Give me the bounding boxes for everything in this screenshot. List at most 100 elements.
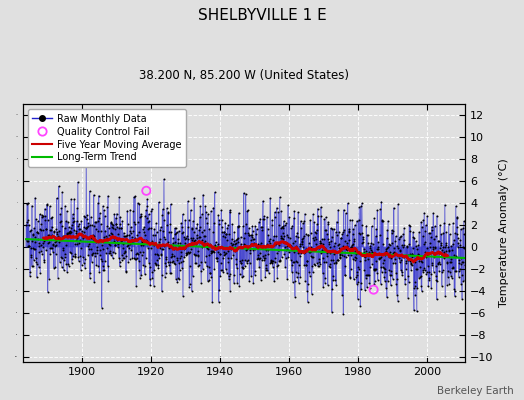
Point (135, 228, 143, 235)
Point (399, 254, 407, 260)
Point (134, 219, 142, 225)
Point (421, 239, 429, 246)
Point (440, 255, 448, 262)
Point (43, 234, 51, 241)
Point (198, 244, 206, 250)
Point (282, 220, 290, 227)
Point (340, 272, 348, 278)
Point (253, 243, 261, 250)
Point (143, 238, 151, 244)
Point (155, 254, 163, 261)
Point (237, 260, 246, 267)
Point (95, 215, 103, 222)
Point (205, 277, 213, 284)
Point (291, 258, 300, 264)
Point (349, 230, 357, 237)
Point (440, 251, 449, 257)
Point (126, 241, 135, 247)
Point (298, 236, 307, 242)
Point (247, 241, 255, 248)
Point (87, 235, 95, 241)
Point (333, 257, 342, 264)
Point (175, 276, 183, 282)
Point (225, 276, 233, 283)
Point (385, 267, 393, 274)
Point (91, 250, 99, 257)
Point (293, 274, 301, 281)
Point (370, 215, 379, 222)
Point (103, 204, 112, 210)
Point (130, 235, 139, 241)
Point (40, 238, 48, 244)
Point (42, 247, 50, 254)
Point (38, 214, 46, 220)
Point (319, 270, 327, 277)
Point (83, 222, 92, 229)
Point (125, 244, 133, 251)
Point (151, 241, 160, 248)
Point (181, 245, 189, 251)
Point (139, 236, 148, 243)
Point (340, 227, 348, 234)
Point (269, 236, 277, 243)
Point (185, 284, 193, 290)
Point (27, 254, 35, 260)
Point (256, 224, 265, 230)
Point (89, 250, 97, 256)
Point (456, 236, 464, 243)
Point (333, 257, 342, 264)
Point (260, 254, 269, 261)
Point (410, 307, 418, 314)
Point (245, 224, 253, 231)
Point (226, 208, 235, 215)
Point (195, 224, 204, 230)
Point (443, 281, 451, 288)
Point (102, 245, 111, 252)
Point (398, 272, 406, 278)
Point (41, 235, 49, 242)
Point (224, 255, 232, 261)
Point (308, 291, 316, 297)
Point (425, 244, 434, 250)
Point (40, 217, 49, 223)
Point (362, 248, 370, 254)
Point (355, 230, 363, 236)
Point (345, 227, 353, 234)
Point (72, 237, 80, 243)
Point (186, 241, 194, 248)
Point (219, 269, 227, 275)
Point (323, 253, 331, 259)
Point (240, 234, 248, 241)
Point (412, 266, 420, 272)
Point (301, 210, 309, 217)
Point (342, 232, 351, 238)
Point (138, 248, 147, 255)
Point (125, 239, 133, 245)
Point (344, 246, 353, 252)
Point (22, 222, 30, 229)
Point (451, 288, 459, 294)
Point (376, 206, 385, 212)
Point (240, 241, 248, 247)
Point (432, 277, 441, 284)
Point (392, 291, 401, 298)
Point (411, 292, 420, 298)
Point (458, 258, 466, 265)
Point (115, 194, 124, 200)
Point (410, 234, 418, 241)
Point (255, 249, 264, 256)
Point (406, 228, 414, 235)
Point (203, 278, 212, 284)
Point (53, 229, 61, 235)
Point (365, 272, 373, 278)
Point (248, 222, 257, 229)
Point (49, 249, 57, 255)
Point (285, 214, 293, 220)
Point (298, 241, 306, 247)
Point (269, 233, 278, 240)
Point (97, 238, 105, 244)
Point (277, 232, 285, 239)
Point (403, 255, 411, 262)
Point (246, 246, 255, 253)
Point (452, 203, 460, 209)
